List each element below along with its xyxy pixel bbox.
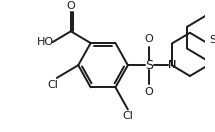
- Text: O: O: [144, 34, 153, 44]
- Text: S: S: [209, 35, 215, 45]
- Text: Cl: Cl: [122, 111, 133, 121]
- Text: Cl: Cl: [48, 80, 58, 90]
- Text: O: O: [144, 87, 153, 97]
- Text: N: N: [167, 60, 176, 70]
- Text: N: N: [167, 60, 176, 70]
- Text: S: S: [145, 59, 153, 72]
- Text: HO: HO: [36, 37, 54, 47]
- Text: O: O: [66, 1, 75, 11]
